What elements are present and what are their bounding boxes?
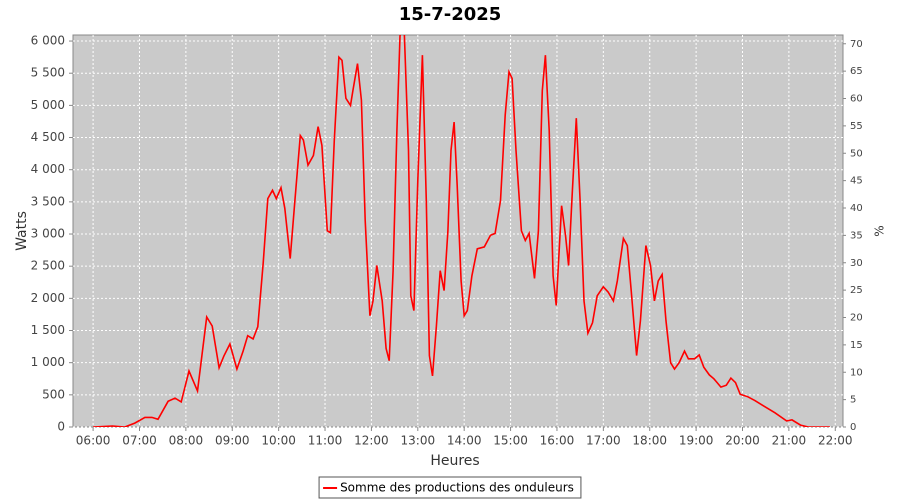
legend-label: Somme des productions des onduleurs <box>340 481 574 495</box>
y-axis-label: Watts <box>14 211 30 251</box>
y-tick-label: 0 <box>57 420 65 434</box>
y2-tick-label: 50 <box>850 148 863 159</box>
y2-tick-label: 25 <box>850 285 863 296</box>
y-tick-label: 2 000 <box>31 291 65 305</box>
x-tick-label: 19:00 <box>679 434 714 448</box>
x-tick-label: 17:00 <box>586 434 621 448</box>
y-tick-label: 3 000 <box>31 227 65 241</box>
y2-tick-label: 60 <box>850 94 863 105</box>
x-tick-label: 13:00 <box>401 434 436 448</box>
y2-tick-label: 40 <box>850 203 863 214</box>
y2-axis-label: % <box>873 225 887 236</box>
x-tick-label: 10:00 <box>261 434 296 448</box>
y-tick-label: 3 500 <box>31 194 65 208</box>
y2-tick-label: 30 <box>850 258 863 269</box>
y2-tick-label: 20 <box>850 313 863 324</box>
x-tick-label: 15:00 <box>493 434 528 448</box>
x-tick-label: 16:00 <box>540 434 575 448</box>
x-tick-label: 20:00 <box>725 434 760 448</box>
y2-tick-label: 35 <box>850 230 863 241</box>
y-tick-label: 5 500 <box>31 66 65 80</box>
x-tick-label: 14:00 <box>447 434 482 448</box>
plot-area <box>72 34 844 428</box>
y2-tick-label: 10 <box>850 367 863 378</box>
y-tick-label: 1 000 <box>31 355 65 369</box>
y-tick-label: 6 000 <box>31 34 65 48</box>
y2-tick-label: 0 <box>850 422 856 433</box>
chart-title: 15-7-2025 <box>399 4 502 25</box>
legend-box <box>318 476 582 499</box>
y2-tick-label: 15 <box>850 340 863 351</box>
x-tick-label: 06:00 <box>76 434 111 448</box>
y-tick-label: 1 500 <box>31 323 65 337</box>
legend: Somme des productions des onduleurs <box>318 476 582 499</box>
y-tick-label: 4 000 <box>31 162 65 176</box>
x-tick-label: 18:00 <box>632 434 667 448</box>
y-tick-label: 500 <box>42 387 65 401</box>
y-tick-label: 4 500 <box>31 130 65 144</box>
data-line <box>93 35 830 427</box>
y2-tick-label: 70 <box>850 39 863 50</box>
y2-tick-label: 55 <box>850 121 863 132</box>
y2-tick-label: 45 <box>850 176 863 187</box>
x-tick-label: 07:00 <box>122 434 157 448</box>
x-tick-label: 21:00 <box>772 434 807 448</box>
x-axis-label: Heures <box>430 453 479 469</box>
x-tick-label: 09:00 <box>215 434 250 448</box>
x-tick-label: 22:00 <box>818 434 853 448</box>
x-tick-label: 08:00 <box>169 434 204 448</box>
y-tick-label: 2 500 <box>31 259 65 273</box>
x-tick-label: 12:00 <box>354 434 389 448</box>
x-tick-label: 11:00 <box>308 434 343 448</box>
y-tick-label: 5 000 <box>31 98 65 112</box>
y2-tick-label: 65 <box>850 66 863 77</box>
y2-tick-label: 5 <box>850 395 856 406</box>
